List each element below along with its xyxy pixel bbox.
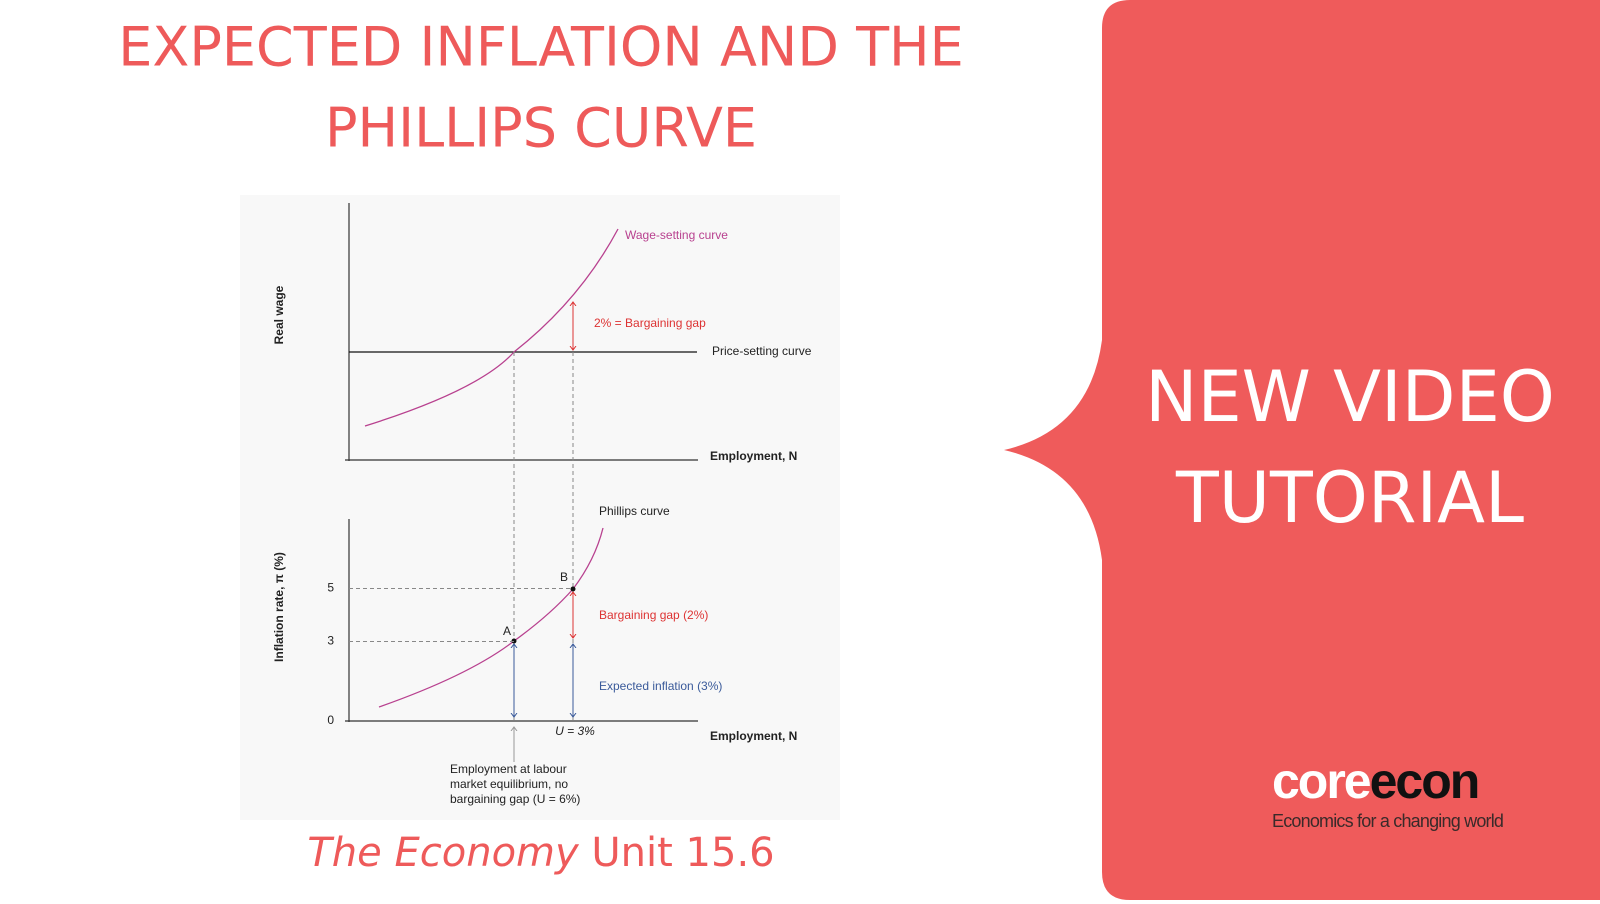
panel-line: TUTORIAL: [1175, 457, 1524, 539]
x-label: Employment, N: [710, 449, 797, 463]
y-label: Inflation rate, π (%): [272, 552, 286, 662]
y-label: Real wage: [272, 285, 286, 344]
diagram: Real wage Employment, N Wage-setting cur…: [240, 195, 840, 820]
panel-line: NEW VIDEO: [1145, 356, 1555, 438]
logo: coreecon: [1272, 753, 1478, 809]
logo-core: core: [1272, 753, 1371, 809]
note-line: market equilibrium, no: [450, 777, 568, 791]
panel: [1004, 0, 1600, 900]
point-label: A: [503, 624, 511, 638]
curve-label: Wage-setting curve: [625, 228, 728, 242]
logo-econ: econ: [1370, 753, 1479, 809]
y-tick-label: 5: [327, 581, 334, 595]
y-tick-label: 0: [327, 713, 334, 727]
diagram-background: [240, 195, 840, 820]
title-line: EXPECTED INFLATION AND THE: [118, 16, 964, 79]
point: [570, 586, 576, 592]
phillips-curve: [378, 527, 604, 708]
caption-rest: Unit 15.6: [591, 830, 774, 876]
caption-italic: The Economy: [307, 830, 580, 876]
expected-label: Expected inflation (3%): [599, 679, 722, 693]
note-line: Employment at labour: [450, 762, 567, 776]
y-tick-label: 3: [327, 634, 334, 648]
curve-label: Price-setting curve: [712, 344, 812, 358]
u-label: U = 3%: [555, 724, 595, 738]
point-label: B: [560, 570, 568, 584]
x-label: Employment, N: [710, 729, 797, 743]
gap-label: Bargaining gap (2%): [599, 608, 708, 622]
caption: The Economy Unit 15.6: [307, 830, 774, 876]
curve-label: Phillips curve: [599, 504, 670, 518]
title-line: PHILLIPS CURVE: [325, 97, 757, 160]
note-line: bargaining gap (U = 6%): [450, 792, 580, 806]
tagline: Economics for a changing world: [1272, 811, 1503, 831]
gap-label: 2% = Bargaining gap: [594, 316, 706, 330]
